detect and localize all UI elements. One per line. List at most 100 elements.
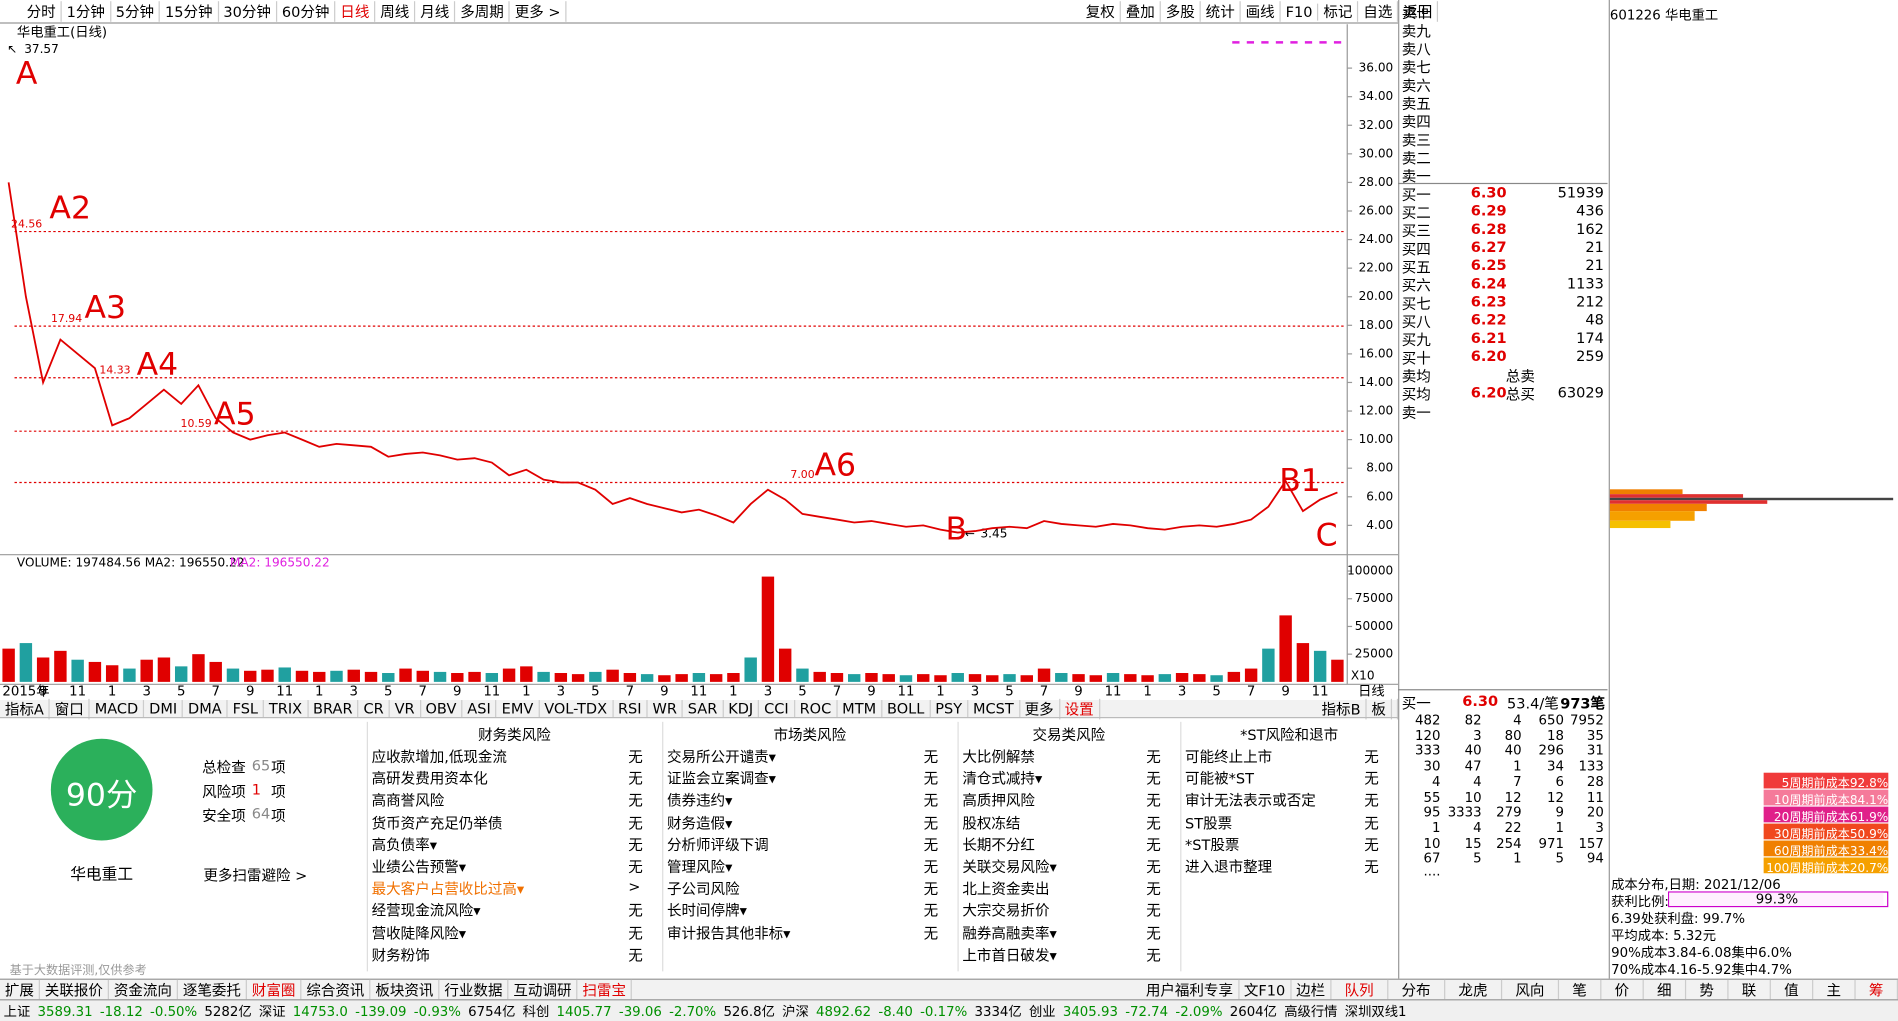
side-tab[interactable]: 队列 [1331,979,1389,1000]
period-tab[interactable]: 月线 [415,1,456,22]
tool-button[interactable]: 叠加 [1121,1,1161,22]
indicator-tab[interactable]: OBV [421,700,463,718]
side-tab[interactable]: 联 [1728,979,1771,1000]
risk-item[interactable]: 应收款增加,低现金流 [371,748,507,766]
period-tab[interactable]: 15分钟 [160,1,219,22]
tool-button[interactable]: F10 [1281,3,1319,20]
risk-item[interactable]: *ST股票 [1185,836,1240,854]
risk-item[interactable]: 最大客户占营收比过高▾ [371,880,525,898]
risk-item[interactable]: 股权冻结 [962,814,1021,832]
risk-item[interactable]: 高研发费用资本化 [371,770,488,788]
risk-item[interactable]: 长时间停牌▾ [666,902,747,920]
tool-button[interactable]: 复权 [1081,1,1121,22]
risk-item[interactable]: 大宗交易折价 [962,902,1050,920]
tab[interactable]: 板 [1367,698,1393,719]
indicator-tab[interactable]: RSI [613,700,648,718]
risk-item[interactable]: ST股票 [1185,814,1233,832]
indicator-tab[interactable]: ASI [462,700,497,718]
risk-item[interactable]: 可能被*ST [1185,770,1254,788]
tool-button[interactable]: 统计 [1201,1,1241,22]
side-tab[interactable]: 龙虎 [1445,979,1503,1000]
side-tab[interactable]: 分布 [1388,979,1446,1000]
indicator-tab[interactable]: MCST [968,700,1020,718]
bottom-link[interactable]: 用户福利专享 [1141,979,1240,1000]
period-tab[interactable]: 5分钟 [111,1,161,22]
bottom-link[interactable]: 边栏 [1291,979,1332,1000]
bottom-tab[interactable]: 行业数据 [440,979,509,1000]
indicator-tab[interactable]: CR [359,700,390,718]
indicator-tab[interactable]: 更多 [1020,698,1060,719]
bottom-tab[interactable]: 财富圈 [247,979,302,1000]
period-tab[interactable]: 更多 > [510,1,567,22]
risk-item[interactable]: 上市首日破发▾ [962,946,1057,964]
more-link[interactable]: 更多扫雷避险 > [203,867,308,885]
risk-item[interactable]: 高质押风险 [962,792,1035,810]
risk-item[interactable]: 营收陡降风险▾ [371,924,467,942]
risk-item[interactable]: 融券高融卖率▾ [962,924,1057,942]
side-tab[interactable]: 笔 [1559,979,1602,1000]
bottom-tab[interactable]: 扫雷宝 [578,979,633,1000]
period-tab[interactable]: 多周期 [455,1,510,22]
risk-item[interactable]: 子公司风险 [666,880,740,898]
indicator-tab[interactable]: KDJ [723,700,760,718]
risk-item[interactable]: 债券违约▾ [666,792,733,810]
tool-button[interactable]: 返回 [1398,1,1439,22]
bottom-tab[interactable]: 逐笔委托 [178,979,248,1000]
indicator-tab[interactable]: VR [390,700,421,718]
risk-item[interactable]: 关联交易风险▾ [962,858,1057,876]
risk-item[interactable]: 管理风险▾ [666,858,733,876]
indicator-tab[interactable]: TRIX [264,700,309,718]
indicator-tab[interactable]: MTM [837,700,883,718]
tool-button[interactable]: 多股 [1161,1,1201,22]
bottom-tab[interactable]: 综合资讯 [301,979,371,1000]
indicator-tab[interactable]: SAR [683,700,724,718]
risk-item[interactable]: 财务造假▾ [666,814,733,832]
risk-item[interactable]: 业绩公告预警▾ [371,858,467,876]
tool-button[interactable]: 标记 [1318,1,1359,22]
period-tab[interactable]: 60分钟 [277,1,336,22]
risk-item[interactable]: 分析师评级下调 [666,836,769,854]
bottom-tab[interactable]: 资金流向 [109,979,178,1000]
indicator-tab[interactable]: EMV [497,700,540,718]
risk-item[interactable]: 财务粉饰 [371,946,430,964]
bottom-tab[interactable]: 关联报价 [40,979,109,1000]
risk-item[interactable]: 交易所公开谴责▾ [666,748,776,766]
risk-item[interactable]: 经营现金流风险▾ [371,902,481,920]
side-tab[interactable]: 风向 [1502,979,1559,1000]
side-tab[interactable]: 细 [1644,979,1687,1000]
period-tab[interactable]: 周线 [375,1,416,22]
indicator-tab[interactable]: DMA [183,700,228,718]
indicator-tab[interactable]: ROC [795,700,838,718]
bottom-tab[interactable]: 扩展 [0,979,40,1000]
bottom-tab[interactable]: 板块资讯 [371,979,440,1000]
indicator-tab[interactable]: CCI [759,700,795,718]
risk-item[interactable]: 证监会立案调查▾ [666,770,776,788]
indicator-tab[interactable]: MACD [90,700,145,718]
side-tab[interactable]: 价 [1601,979,1644,1000]
tool-button[interactable]: 自选 [1358,1,1399,22]
side-tab[interactable]: 筹 [1856,979,1898,1000]
risk-item[interactable]: 北上资金卖出 [962,880,1050,898]
tool-button[interactable]: 画线 [1241,1,1281,22]
risk-item[interactable]: 高负债率▾ [371,836,438,854]
bottom-tab[interactable]: 互动调研 [509,979,578,1000]
risk-item[interactable]: 进入退市整理 [1185,858,1273,876]
side-tab[interactable]: 值 [1771,979,1814,1000]
period-tab[interactable]: 30分钟 [219,1,278,22]
risk-item[interactable]: 长期不分红 [962,836,1035,854]
period-tab[interactable]: 1分钟 [62,1,111,22]
period-tab[interactable]: 分时 [22,1,62,22]
indicator-tab[interactable]: 设置 [1060,698,1100,719]
risk-item[interactable]: 可能终止上市 [1185,748,1273,766]
indicator-tab[interactable]: PSY [930,700,969,718]
risk-item[interactable]: 货币资产充足仍举债 [371,814,503,832]
tab[interactable]: 指标B [1317,698,1367,719]
indicator-tab[interactable]: FSL [228,700,265,718]
tab[interactable]: 指标A [0,698,50,719]
indicator-tab[interactable]: BOLL [882,700,931,718]
risk-item[interactable]: 大比例解禁 [962,748,1035,766]
indicator-tab[interactable]: VOL-TDX [539,700,614,718]
risk-item[interactable]: 高商誉风险 [371,792,445,810]
risk-item[interactable]: 审计报告其他非标▾ [666,924,791,942]
indicator-tab[interactable]: BRAR [308,700,359,718]
